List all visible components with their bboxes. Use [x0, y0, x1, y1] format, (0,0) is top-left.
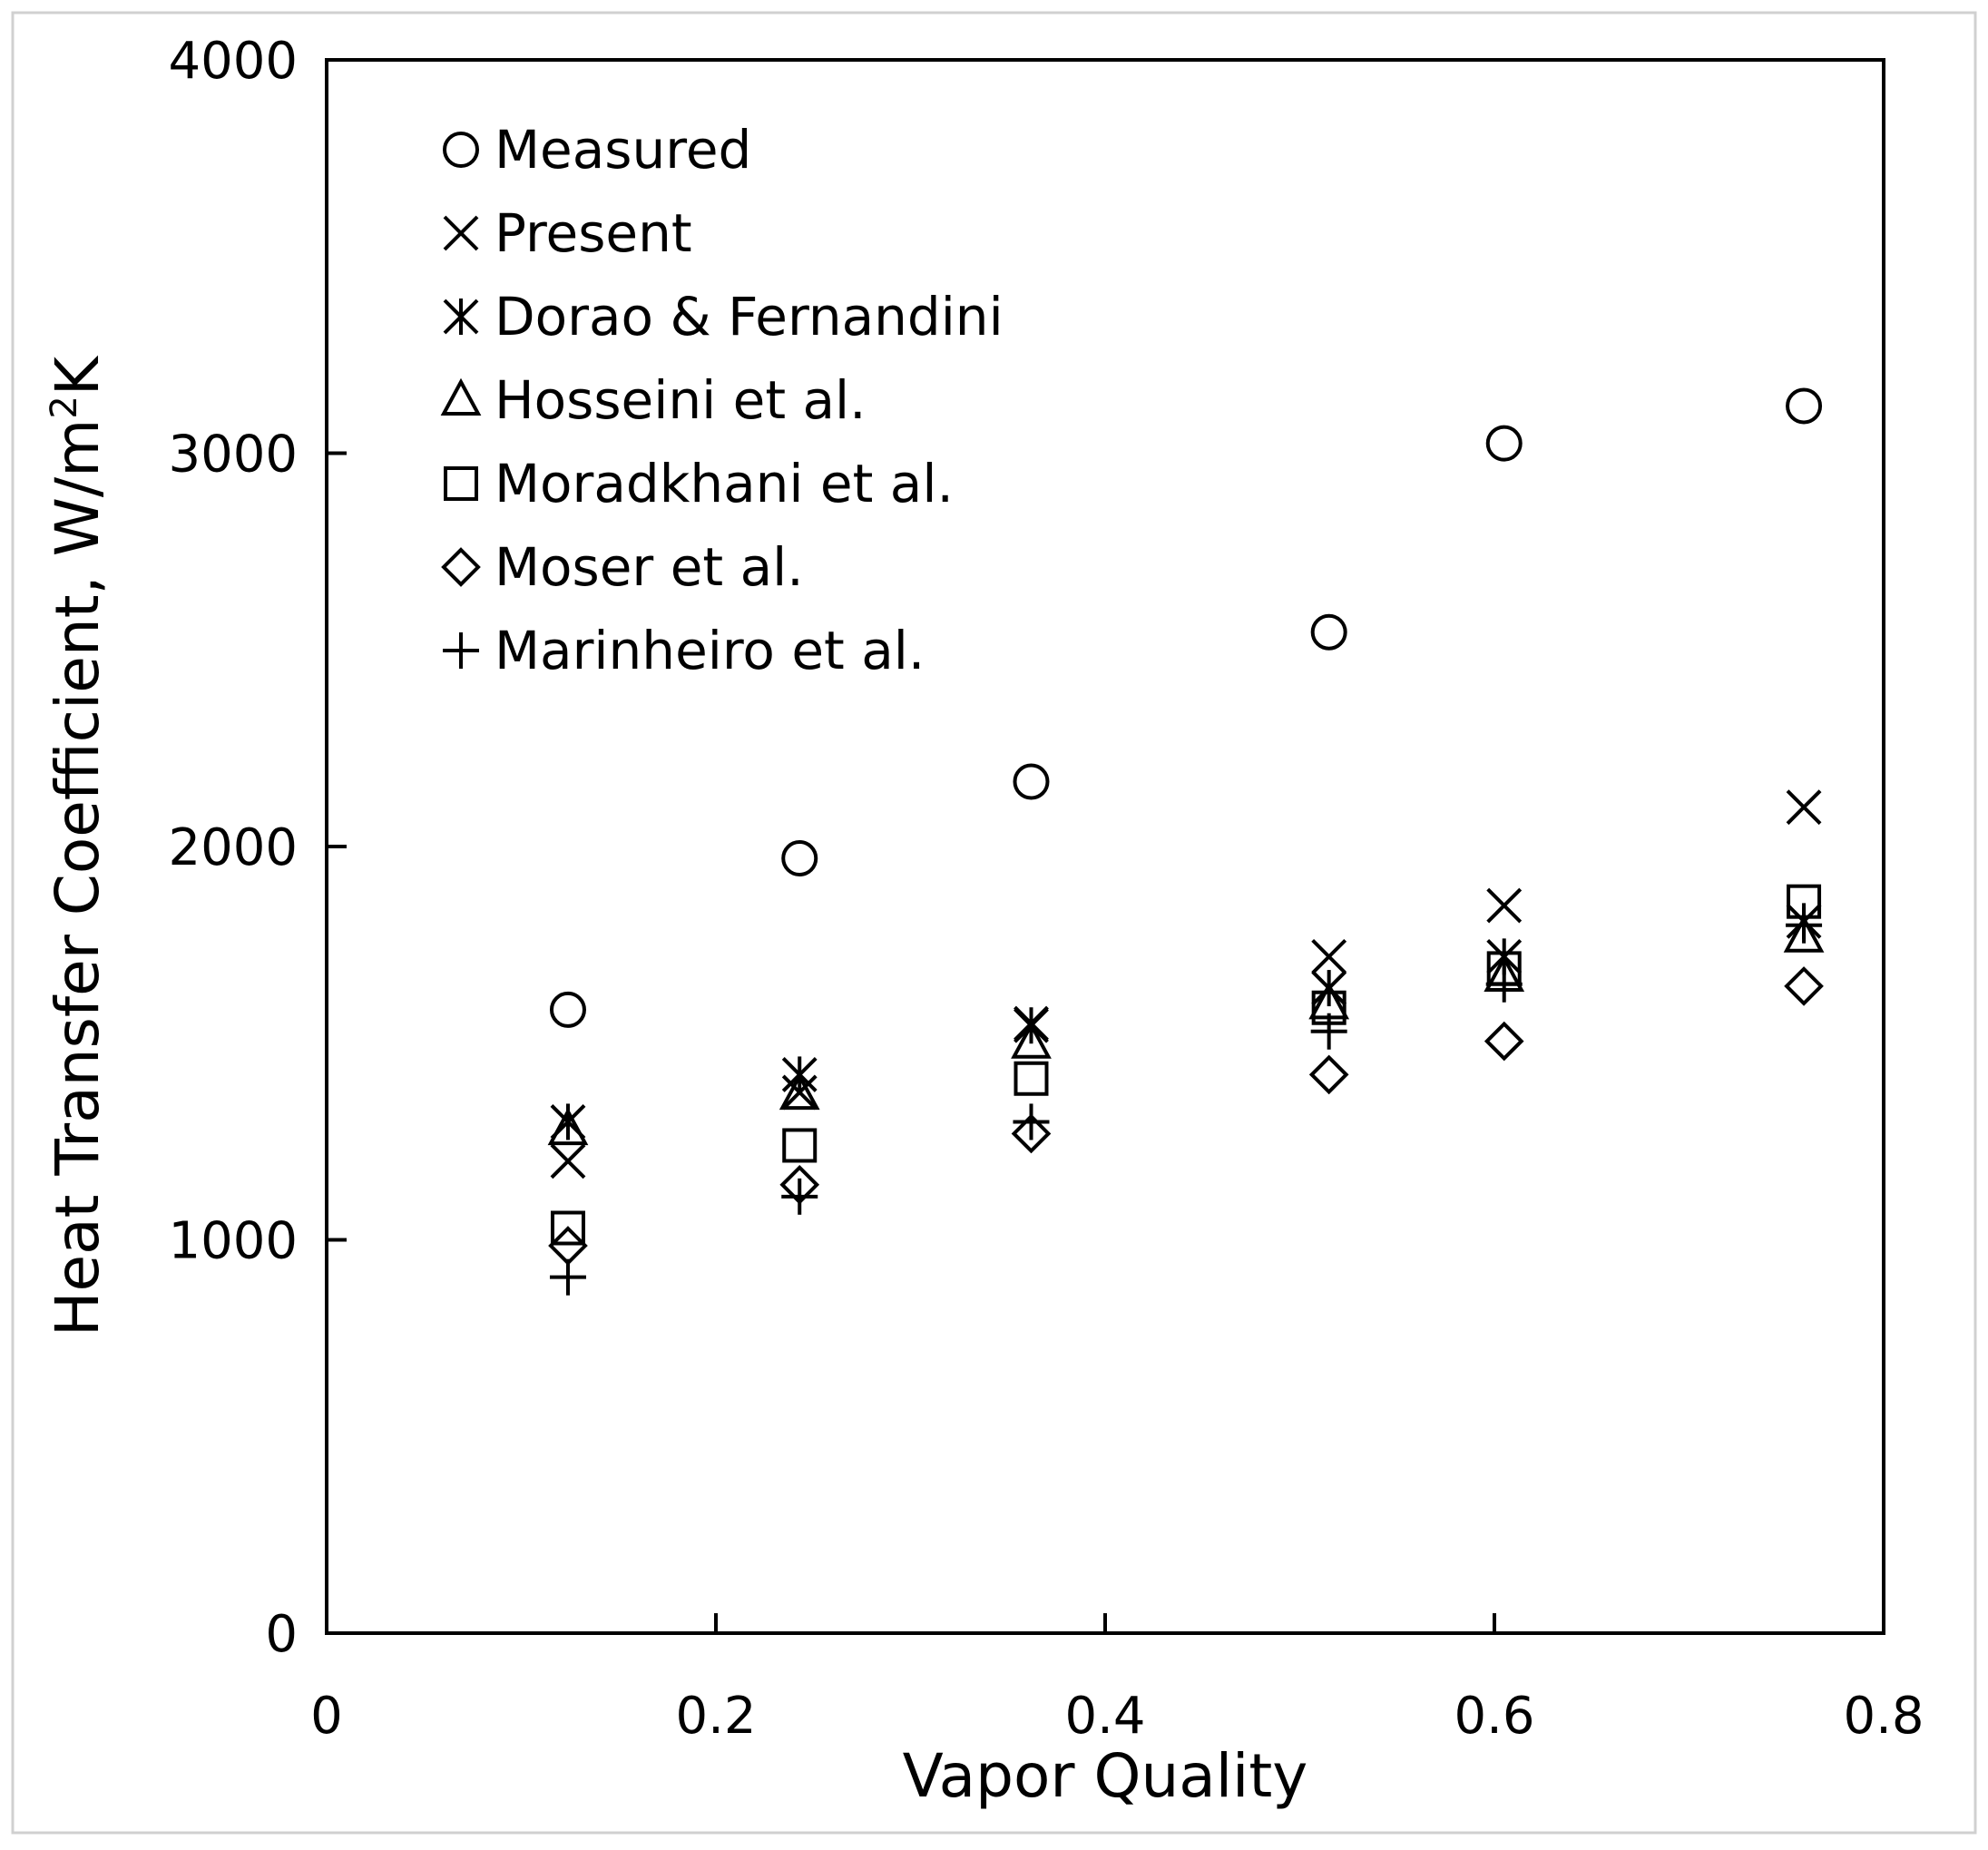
legend-marker-hosseini-et-al	[440, 377, 482, 416]
data-point-measured	[1786, 387, 1823, 425]
data-point-marinheiro-et-al	[549, 1258, 586, 1296]
series-present	[550, 789, 1822, 1179]
y-axis-label-main: Heat Transfer Coefficient, W/m	[43, 419, 113, 1336]
legend-marker-moradkhani-et-al	[444, 466, 478, 501]
legend-label: Moradkhani et al.	[495, 453, 954, 514]
legend-marker-dorao-fernandini	[443, 299, 479, 335]
legend-item-dorao-fernandini: Dorao & Fernandini	[443, 286, 1004, 347]
data-point-moser-et-al	[1784, 966, 1824, 1006]
y-tick-label: 3000	[168, 426, 298, 485]
data-point-hosseini-et-al	[1011, 1021, 1052, 1059]
legend-marker-measured	[443, 132, 479, 168]
data-point-moradkhani-et-al	[782, 1128, 818, 1163]
x-axis-label: Vapor Quality	[903, 1741, 1308, 1811]
legend-marker-present	[443, 215, 479, 251]
data-point-marinheiro-et-al	[1786, 906, 1823, 944]
data-point-measured	[549, 991, 586, 1028]
y-axis-label-superscript: 2	[44, 396, 85, 418]
data-point-moser-et-al	[548, 1226, 588, 1266]
data-point-present	[1311, 938, 1347, 974]
y-tick-label: 0	[265, 1605, 298, 1664]
series-moradkhani-et-al	[550, 884, 1822, 1246]
x-tick-label: 0.6	[1454, 1687, 1534, 1746]
y-tick-label: 2000	[168, 818, 298, 877]
legend-item-hosseini-et-al: Hosseini et al.	[440, 369, 867, 431]
data-point-moser-et-al	[1308, 1054, 1349, 1095]
legend-label: Moser et al.	[495, 536, 804, 598]
data-point-moradkhani-et-al	[1014, 1061, 1049, 1096]
legend-item-present: Present	[443, 202, 692, 264]
data-point-marinheiro-et-al	[1013, 1103, 1050, 1140]
legend-item-marinheiro-et-al: Marinheiro et al.	[443, 620, 925, 681]
legend-label: Hosseini et al.	[495, 369, 867, 431]
data-point-measured	[1485, 425, 1523, 462]
legend-label: Marinheiro et al.	[495, 620, 925, 681]
legend-label: Present	[495, 202, 692, 264]
data-point-moradkhani-et-al	[550, 1210, 585, 1246]
data-point-marinheiro-et-al	[1310, 1013, 1347, 1050]
y-tick-label: 1000	[168, 1212, 298, 1271]
legend-item-measured: Measured	[443, 119, 751, 181]
legend-marker-marinheiro-et-al	[443, 632, 479, 669]
data-point-present	[1786, 789, 1822, 826]
x-tick-label: 0	[310, 1687, 343, 1746]
axis-ticks	[325, 58, 1885, 1635]
x-tick-label: 0.2	[675, 1687, 756, 1746]
data-point-present	[550, 1143, 586, 1179]
data-point-measured	[1310, 613, 1347, 651]
x-tick-label: 0.8	[1843, 1687, 1924, 1746]
data-point-marinheiro-et-al	[1485, 965, 1523, 1003]
series-moser-et-al	[548, 966, 1824, 1266]
legend-label: Measured	[495, 119, 751, 181]
series-dorao-fernandini	[550, 903, 1822, 1140]
data-point-moser-et-al	[1484, 1021, 1524, 1062]
data-point-marinheiro-et-al	[781, 1178, 818, 1215]
legend-marker-moser-et-al	[441, 547, 481, 587]
data-point-hosseini-et-al	[779, 1072, 820, 1111]
y-axis-label: Heat Transfer Coefficient, W/m2K	[43, 355, 113, 1336]
y-tick-label: 4000	[168, 32, 298, 91]
series-measured	[549, 387, 1823, 1028]
data-point-present	[1486, 887, 1523, 924]
legend-item-moradkhani-et-al: Moradkhani et al.	[444, 453, 954, 514]
figure-border	[11, 11, 1977, 1835]
data-points	[547, 387, 1825, 1296]
series-marinheiro-et-al	[549, 906, 1823, 1296]
data-point-moser-et-al	[1011, 1113, 1052, 1154]
data-point-hosseini-et-al	[1783, 915, 1825, 953]
data-point-measured	[1013, 763, 1050, 800]
legend: Measured Present Dorao & Fernandini Hossein…	[440, 119, 1004, 681]
legend-item-moser-et-al: Moser et al.	[441, 536, 804, 598]
series-hosseini-et-al	[547, 915, 1825, 1146]
y-axis-label-tail: K	[43, 355, 113, 396]
axis-tick-labels: 0 0.2 0.4 0.6 0.8 0 1000 2000 3000 4000	[168, 32, 1924, 1746]
data-point-measured	[781, 840, 818, 877]
x-tick-label: 0.4	[1064, 1687, 1145, 1746]
legend-label: Dorao & Fernandini	[495, 286, 1004, 347]
data-point-hosseini-et-al	[547, 1107, 589, 1146]
